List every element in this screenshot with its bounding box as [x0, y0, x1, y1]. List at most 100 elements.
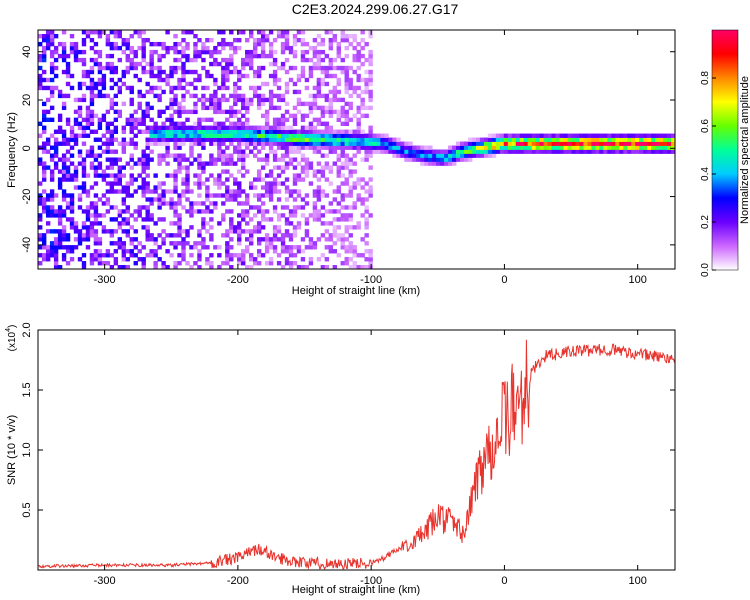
spectrogram-cell	[38, 261, 43, 266]
spectrogram-cell	[280, 33, 286, 39]
spectrogram-cell	[173, 69, 178, 75]
spectrogram-cell	[125, 117, 130, 123]
spectrogram-cell	[185, 189, 190, 194]
spectrogram-cell	[85, 85, 91, 91]
spectrogram-cell	[639, 133, 644, 138]
spectrogram-cell	[324, 209, 330, 214]
spectrogram-cell	[272, 137, 278, 142]
spectrogram-cell	[296, 177, 302, 182]
spectrogram-cell	[53, 85, 59, 91]
spectrogram-cell	[169, 205, 174, 210]
spectrogram-cell	[627, 133, 632, 138]
spectrogram-cell	[360, 237, 365, 242]
spectrogram-cell	[117, 241, 123, 246]
spectrogram-cell	[643, 145, 648, 150]
spectrogram-cell	[595, 141, 600, 146]
spectrogram-cell	[356, 49, 361, 55]
spectrogram-cell	[324, 145, 330, 150]
spectrogram-cell	[567, 145, 572, 150]
spectrogram-cell	[368, 145, 373, 150]
spectrogram-cell	[268, 245, 274, 250]
spectrogram-cell	[264, 173, 270, 178]
spectrogram-cell	[328, 137, 334, 142]
spectrogram-cell	[352, 205, 357, 210]
spectrogram-cell	[41, 169, 47, 174]
spectrogram-cell	[133, 141, 138, 146]
spectrogram-cell	[448, 145, 453, 150]
spectrogram-cell	[189, 129, 194, 134]
spectrogram-cell	[53, 265, 59, 270]
spectrogram-cell	[61, 153, 67, 158]
spectrogram-cell	[559, 145, 564, 150]
spectrogram-cell	[201, 237, 206, 242]
spectrogram-cell	[663, 149, 668, 154]
spectrogram-cell	[332, 249, 337, 254]
spectrogram-cell	[599, 149, 604, 154]
spectrogram-cell	[61, 213, 67, 218]
spectrogram-cell	[268, 93, 274, 99]
spectrogram-cell	[165, 73, 170, 79]
spectrogram-cell	[384, 137, 389, 142]
spectrogram-cell	[252, 213, 258, 218]
spectrogram-cell	[452, 153, 457, 158]
spectrogram-cell	[448, 153, 453, 158]
snr-xtick-label: -200	[227, 575, 249, 587]
spectrogram-cell	[49, 153, 55, 158]
spectrogram-cell	[149, 213, 154, 218]
spectrogram-cell	[141, 153, 146, 158]
spectrogram-cell	[213, 81, 218, 87]
spectrogram-cell	[348, 77, 353, 83]
spectrogram-cell	[511, 149, 517, 154]
spectrogram-cell	[245, 221, 250, 226]
spectrogram-cell	[125, 53, 130, 59]
spectrogram-cell	[400, 141, 405, 146]
spectrogram-cell	[324, 193, 330, 198]
spectrogram-cell	[229, 113, 234, 119]
spectrogram-cell	[308, 73, 314, 79]
spectrogram-cell	[61, 105, 67, 111]
spectrogram-cell	[340, 145, 345, 150]
spectrogram-cell	[141, 53, 146, 59]
spectrogram-cell	[356, 197, 361, 202]
spectrogram-cell	[181, 249, 186, 254]
spectrogram-cell	[41, 37, 47, 43]
spectrogram-cell	[603, 137, 608, 142]
spectrogram-cell	[181, 153, 186, 158]
spectrogram-cell	[595, 137, 600, 142]
spectrogram-cell	[221, 213, 226, 218]
spectrogram-cell	[237, 37, 242, 43]
spectrogram-cell	[328, 181, 334, 186]
spectrogram-cell	[57, 209, 63, 214]
spectrogram-cell	[169, 129, 174, 134]
spectrogram-cell	[651, 137, 656, 142]
spectrogram-cell	[237, 85, 242, 91]
spectrogram-cells	[38, 30, 676, 270]
spectrogram-cell	[133, 229, 138, 234]
spectrogram-cell	[221, 133, 226, 138]
spectrogram-cell	[189, 245, 194, 250]
spectrogram-cell	[209, 193, 214, 198]
spectrogram-cell	[245, 229, 250, 234]
spectrogram-cell	[109, 101, 115, 107]
spectrogram-cell	[81, 69, 87, 75]
spectrogram-cell	[173, 221, 178, 226]
spectrogram-cell	[260, 81, 266, 87]
spectrogram-cell	[149, 253, 154, 258]
spectrogram-cell	[137, 45, 142, 51]
spectrogram-cell	[53, 49, 59, 55]
spectrogram-cell	[89, 77, 95, 83]
spectrogram-cell	[105, 229, 111, 234]
spectrogram-cell	[233, 45, 238, 51]
spectrogram-cell	[41, 201, 47, 206]
spectrogram-cell	[125, 265, 130, 270]
spectrogram-cell	[109, 241, 115, 246]
spectrogram-cell	[41, 145, 47, 150]
spectrogram-cell	[157, 193, 162, 198]
spectrogram-cell	[57, 117, 63, 123]
spectrogram-cell	[45, 45, 51, 51]
spectrogram-cell	[53, 153, 59, 158]
spectrogram-cell	[41, 101, 47, 107]
spectrogram-cell	[113, 125, 119, 130]
spectrogram-cell	[165, 125, 170, 130]
spectrogram-cell	[268, 141, 274, 146]
